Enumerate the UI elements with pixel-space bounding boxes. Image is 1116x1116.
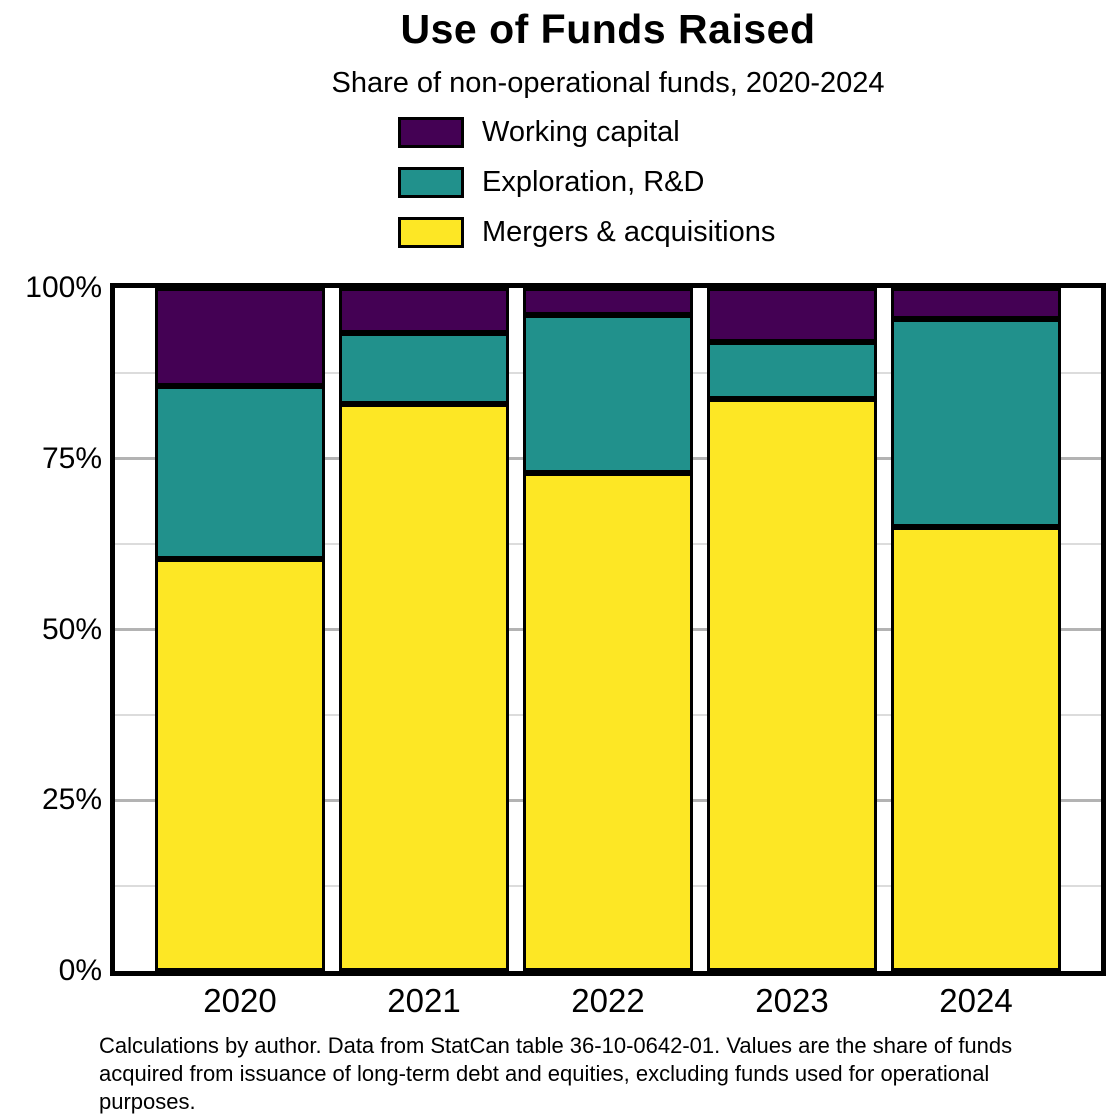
legend-swatch-exploration-rd bbox=[398, 167, 464, 198]
legend-label: Exploration, R&D bbox=[482, 166, 705, 198]
bar-segment bbox=[707, 399, 877, 971]
legend-label: Working capital bbox=[482, 116, 680, 148]
legend-item-exploration-rd: Exploration, R&D bbox=[398, 166, 775, 198]
chart-subtitle: Share of non-operational funds, 2020-202… bbox=[331, 67, 885, 99]
bar-segment bbox=[155, 288, 325, 387]
bar-segment bbox=[339, 288, 509, 334]
y-axis-tick-0: 0% bbox=[58, 954, 102, 987]
title-block: Use of Funds Raised Share of non-operati… bbox=[110, 6, 1106, 100]
bar-segment bbox=[891, 288, 1061, 319]
x-axis-tick-2022: 2022 bbox=[571, 982, 645, 1019]
legend-item-working-capital: Working capital bbox=[398, 116, 775, 148]
bar-segment bbox=[339, 404, 509, 971]
legend: Working capital Exploration, R&D Mergers… bbox=[398, 116, 776, 267]
plot-area bbox=[110, 283, 1106, 976]
legend-swatch-mergers-acquisitions bbox=[398, 217, 464, 248]
stacked-bar-2021 bbox=[339, 288, 509, 971]
y-axis-tick-100: 100% bbox=[25, 271, 102, 304]
y-axis-tick-75: 75% bbox=[41, 442, 102, 475]
stacked-bar-2022 bbox=[523, 288, 693, 971]
bar-segment bbox=[523, 315, 693, 474]
x-axis-tick-2020: 2020 bbox=[203, 982, 277, 1019]
bar-segment bbox=[523, 288, 693, 316]
y-axis-tick-50: 50% bbox=[41, 613, 102, 646]
bar-segment bbox=[707, 288, 877, 342]
chart-title: Use of Funds Raised bbox=[400, 6, 816, 52]
x-axis-tick-2024: 2024 bbox=[939, 982, 1013, 1019]
legend-item-mergers-acquisitions: Mergers & acquisitions bbox=[398, 216, 776, 248]
legend-swatch-working-capital bbox=[398, 117, 464, 148]
bar-segment bbox=[155, 386, 325, 560]
bar-segment bbox=[891, 318, 1061, 528]
stacked-bar-2023 bbox=[707, 288, 877, 971]
stacked-bar-2024 bbox=[891, 288, 1061, 971]
bar-segment bbox=[155, 559, 325, 971]
bar-segment bbox=[707, 341, 877, 400]
stacked-bar-2020 bbox=[155, 288, 325, 971]
y-axis-tick-25: 25% bbox=[41, 783, 102, 816]
bar-segment bbox=[523, 473, 693, 971]
x-axis-tick-2021: 2021 bbox=[387, 982, 461, 1019]
x-axis-tick-2023: 2023 bbox=[755, 982, 829, 1019]
bar-segment bbox=[339, 333, 509, 405]
source-caption: Calculations by author. Data from StatCa… bbox=[99, 1033, 1013, 1114]
legend-label: Mergers & acquisitions bbox=[482, 216, 776, 248]
bar-segment bbox=[891, 527, 1061, 971]
